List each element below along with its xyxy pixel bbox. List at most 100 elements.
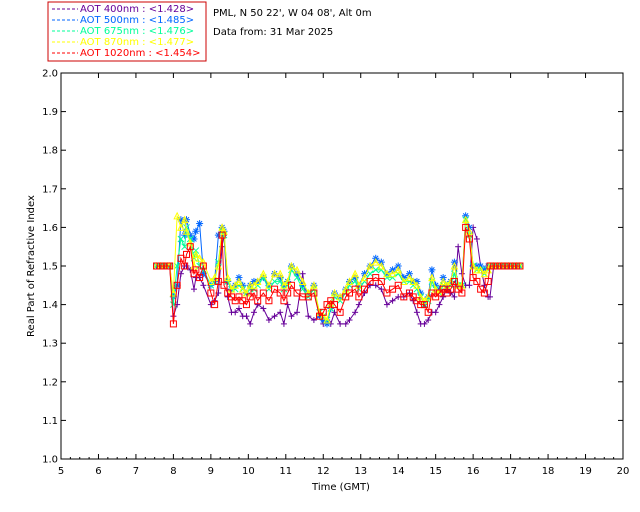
data-point bbox=[413, 281, 421, 289]
data-point bbox=[305, 313, 312, 320]
data-point bbox=[389, 297, 396, 304]
x-axis-label: Time (GMT) bbox=[311, 482, 370, 493]
data-point bbox=[331, 309, 338, 316]
y-axis-label: Real Part of Refractive Index bbox=[26, 195, 37, 337]
data-point bbox=[265, 317, 272, 324]
y-tick-label: 1.1 bbox=[42, 416, 58, 427]
x-tick-label: 10 bbox=[242, 466, 255, 477]
data-point bbox=[169, 320, 177, 328]
data-point bbox=[218, 231, 226, 239]
data-point bbox=[371, 258, 380, 266]
data-point bbox=[473, 265, 481, 274]
data-point bbox=[166, 262, 174, 270]
site-info: PML, N 50 22', W 04 08', Alt 0m bbox=[213, 8, 372, 19]
data-point bbox=[250, 309, 257, 316]
y-tick-label: 1.3 bbox=[42, 339, 58, 350]
data-point bbox=[366, 261, 374, 270]
data-point bbox=[265, 281, 273, 289]
data-point bbox=[400, 277, 408, 285]
data-point bbox=[247, 320, 254, 327]
data-date: Data from: 31 Mar 2025 bbox=[213, 27, 333, 38]
data-point bbox=[413, 297, 421, 305]
data-point bbox=[355, 301, 362, 308]
data-point bbox=[451, 293, 458, 300]
y-tick-label: 1.9 bbox=[42, 107, 58, 118]
data-point bbox=[310, 317, 317, 324]
data-point bbox=[293, 265, 301, 274]
data-point bbox=[512, 262, 520, 270]
data-point bbox=[497, 262, 505, 270]
data-point bbox=[250, 289, 258, 297]
data-point bbox=[395, 293, 402, 300]
data-point bbox=[405, 289, 413, 297]
data-point bbox=[416, 292, 425, 301]
legend-entry: AOT 675nm : <1.476> bbox=[80, 26, 194, 37]
data-point bbox=[173, 281, 181, 289]
data-point bbox=[477, 285, 485, 293]
data-point bbox=[227, 285, 236, 293]
y-tick-label: 2.0 bbox=[42, 69, 58, 80]
legend: AOT 400nm : <1.428>AOT 500nm : <1.485>AO… bbox=[52, 4, 200, 59]
data-point bbox=[259, 289, 267, 297]
data-point bbox=[243, 313, 250, 320]
data-point bbox=[394, 281, 402, 289]
data-point bbox=[299, 285, 307, 293]
series-line bbox=[156, 215, 520, 321]
data-point bbox=[341, 285, 350, 293]
data-point bbox=[271, 285, 279, 293]
data-point bbox=[177, 223, 185, 231]
data-point bbox=[277, 309, 284, 316]
data-point bbox=[446, 277, 455, 285]
data-point bbox=[316, 312, 324, 320]
data-point bbox=[439, 285, 447, 293]
y-tick-label: 1.8 bbox=[42, 146, 58, 157]
data-point bbox=[280, 281, 288, 289]
data-point bbox=[192, 250, 200, 258]
data-point bbox=[389, 285, 397, 293]
data-point bbox=[372, 282, 379, 289]
data-point bbox=[173, 211, 181, 220]
data-point bbox=[218, 223, 226, 231]
data-point bbox=[367, 282, 374, 289]
data-point bbox=[231, 297, 239, 305]
axis-ticks: 5 6 7 8 9 10 11 12 13 14 15 16 17 18 19 20 1.0 1.1 1.2 1.3 1… bbox=[42, 69, 629, 478]
data-point bbox=[319, 312, 328, 320]
data-point bbox=[183, 250, 191, 258]
data-point bbox=[501, 262, 509, 270]
data-point bbox=[214, 231, 222, 239]
data-point bbox=[304, 293, 312, 301]
data-point bbox=[490, 262, 498, 270]
data-point bbox=[191, 286, 198, 293]
data-point bbox=[210, 273, 219, 282]
data-point bbox=[394, 265, 403, 274]
x-tick-label: 16 bbox=[467, 466, 480, 477]
data-point bbox=[242, 301, 250, 309]
data-point bbox=[207, 289, 215, 297]
x-tick-label: 11 bbox=[279, 466, 292, 477]
data-point bbox=[242, 288, 251, 297]
series-4 bbox=[153, 223, 524, 328]
data-point bbox=[235, 293, 243, 301]
data-point bbox=[413, 309, 420, 316]
data-point bbox=[190, 270, 198, 278]
data-point bbox=[280, 320, 287, 327]
data-point bbox=[288, 313, 295, 320]
data-point bbox=[465, 227, 474, 235]
data-point bbox=[181, 243, 188, 251]
data-point bbox=[486, 293, 493, 300]
data-point bbox=[293, 274, 301, 281]
legend-entry: AOT 400nm : <1.428> bbox=[80, 4, 194, 15]
data-point bbox=[447, 285, 455, 293]
data-point bbox=[271, 313, 278, 320]
x-tick-label: 9 bbox=[208, 466, 214, 477]
data-point bbox=[214, 277, 222, 285]
data-point bbox=[304, 288, 313, 297]
x-tick-label: 12 bbox=[317, 466, 330, 477]
data-point bbox=[405, 273, 414, 282]
data-point bbox=[435, 289, 443, 297]
x-tick-label: 19 bbox=[579, 466, 592, 477]
data-point bbox=[331, 301, 339, 309]
data-point bbox=[440, 293, 447, 300]
data-point bbox=[473, 235, 480, 242]
data-point bbox=[287, 281, 295, 289]
